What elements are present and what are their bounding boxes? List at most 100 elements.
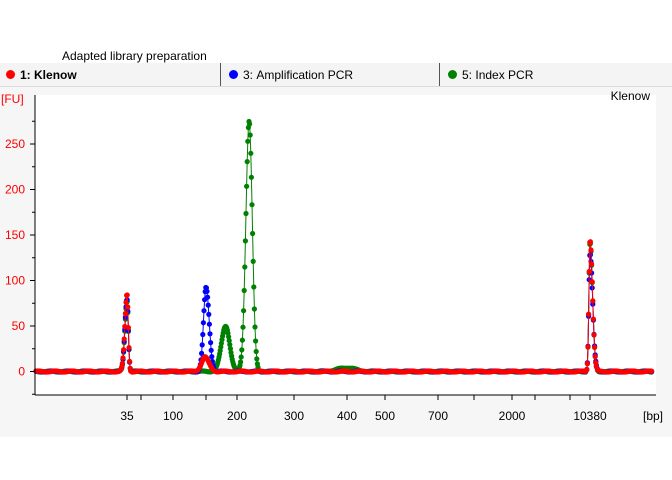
data-point (589, 261, 595, 267)
y-axis-label: [FU] (1, 92, 24, 106)
data-point (199, 350, 205, 356)
data-point (238, 359, 244, 365)
x-tick-label: 2000 (499, 409, 526, 423)
sample-5-dot-icon (448, 70, 457, 79)
data-point (244, 159, 250, 165)
data-point (122, 310, 128, 317)
data-point (243, 210, 249, 217)
electropherogram-panel: 0 50 100 150 200 250 35 100 200 300 400 500 700 2000… (0, 87, 672, 437)
data-point (240, 324, 246, 330)
series-1 (33, 239, 655, 375)
data-point (126, 345, 132, 351)
tab-sample-1[interactable]: 1: Klenow (6, 63, 77, 86)
tab-sample-3-number: 3: (243, 67, 254, 82)
data-point (127, 358, 133, 364)
data-point (204, 288, 210, 294)
tab-sample-5-label: Index PCR (475, 67, 534, 82)
data-point (250, 230, 256, 237)
tab-sample-3-label: Amplification PCR (256, 67, 354, 82)
data-point (244, 183, 250, 189)
data-point (209, 354, 215, 360)
data-point (590, 316, 597, 322)
data-point (205, 294, 211, 300)
data-point (241, 287, 247, 294)
tab-separator (220, 63, 221, 86)
tab-sample-3[interactable]: 3: Amplification PCR (229, 63, 353, 86)
data-point (206, 311, 212, 317)
data-point (589, 279, 595, 285)
data-point (251, 284, 257, 290)
y-axis-ticks: 0 50 100 150 200 250 (5, 120, 35, 395)
data-point (227, 346, 233, 352)
y-tick-label: 0 (18, 365, 25, 379)
data-point (124, 292, 130, 298)
data-point (592, 344, 598, 350)
data-point (588, 247, 594, 253)
data-point (200, 331, 206, 338)
data-point (239, 337, 245, 343)
data-point (584, 367, 590, 373)
x-tick-label: 10380 (573, 409, 607, 423)
data-point (121, 336, 127, 342)
data-point (206, 321, 212, 327)
data-point (123, 299, 129, 305)
y-tick-label: 50 (12, 319, 26, 333)
data-point (587, 252, 594, 258)
data-point (241, 308, 247, 314)
y-tick-label: 100 (5, 274, 25, 288)
x-axis-ticks: 35 100 200 300 400 500 700 2000 10380 (120, 395, 607, 423)
x-tick-label: 200 (227, 409, 247, 423)
series-layer (33, 118, 655, 375)
data-point (245, 138, 251, 144)
data-point (248, 150, 254, 156)
data-point (200, 320, 206, 326)
data-point (247, 132, 253, 138)
data-point (208, 347, 214, 353)
data-point (585, 344, 591, 350)
data-point (120, 355, 126, 361)
data-point (226, 338, 232, 344)
data-point (254, 356, 260, 362)
data-point (253, 338, 259, 344)
electropherogram-chart: 0 50 100 150 200 250 35 100 200 300 400 500 700 2000… (1, 89, 663, 423)
data-point (249, 202, 255, 208)
x-tick-label: 700 (428, 409, 448, 423)
data-point (586, 311, 592, 317)
tab-separator (439, 63, 440, 86)
plot-area (35, 95, 656, 395)
data-point (242, 238, 248, 244)
data-point (591, 332, 597, 338)
data-point (250, 258, 256, 264)
y-tick-label: 200 (5, 183, 25, 197)
data-point (247, 121, 253, 127)
tab-sample-5-number: 5: (462, 67, 473, 82)
data-point (238, 354, 244, 360)
y-tick-label: 250 (5, 137, 25, 151)
chart-title: Klenow (611, 89, 651, 103)
data-point (592, 353, 598, 360)
data-point (121, 347, 127, 353)
tab-sample-5[interactable]: 5: Index PCR (448, 63, 533, 86)
data-point (207, 331, 213, 337)
data-point (208, 340, 214, 346)
data-point (586, 268, 592, 275)
data-point (253, 348, 259, 355)
data-point (239, 347, 245, 353)
data-point (251, 306, 257, 312)
data-point (199, 342, 205, 348)
data-point (227, 342, 233, 348)
data-point (205, 302, 211, 308)
data-point (242, 264, 248, 270)
data-point (125, 304, 131, 310)
data-point (248, 174, 254, 180)
x-tick-label: 300 (284, 409, 304, 423)
data-point (201, 308, 207, 314)
sample-1-dot-icon (6, 70, 15, 79)
data-point (125, 325, 131, 331)
sample-tab-bar: 1: Klenow 3: Amplification PCR 5: Index … (0, 63, 672, 87)
tab-sample-1-number: 1: (20, 67, 31, 82)
data-point (590, 298, 596, 304)
x-tick-label: 400 (337, 409, 357, 423)
y-tick-label: 150 (5, 228, 25, 242)
data-point (584, 361, 591, 367)
